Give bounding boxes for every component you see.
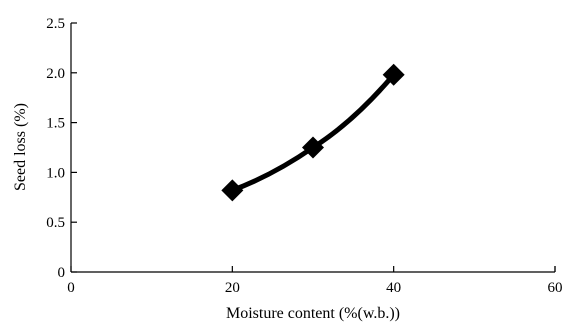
y-tick-label: 0 [58, 265, 66, 281]
x-tick-label: 20 [225, 280, 240, 296]
series-line [229, 72, 397, 193]
y-tick-label: 1.0 [46, 165, 65, 181]
x-ticks: 0 20 40 60 [67, 266, 563, 296]
data-point-marker [382, 63, 405, 86]
x-tick-label: 60 [548, 280, 563, 296]
x-tick-label: 40 [386, 280, 401, 296]
x-axis-title: Moisture content (%(w.b.)) [226, 305, 400, 322]
y-tick-label: 2.5 [46, 16, 65, 32]
x-tick-label: 0 [67, 280, 75, 296]
y-axis-title: Seed loss (%) [12, 103, 29, 191]
y-tick-label: 1.5 [46, 116, 65, 132]
series-layer [221, 63, 405, 202]
y-ticks: 0 0.5 1.0 1.5 2.0 2.5 [46, 16, 77, 281]
data-point-marker [302, 136, 324, 159]
y-tick-label: 2.0 [46, 66, 65, 82]
y-tick-label: 0.5 [46, 215, 65, 231]
data-point-marker [221, 179, 244, 202]
